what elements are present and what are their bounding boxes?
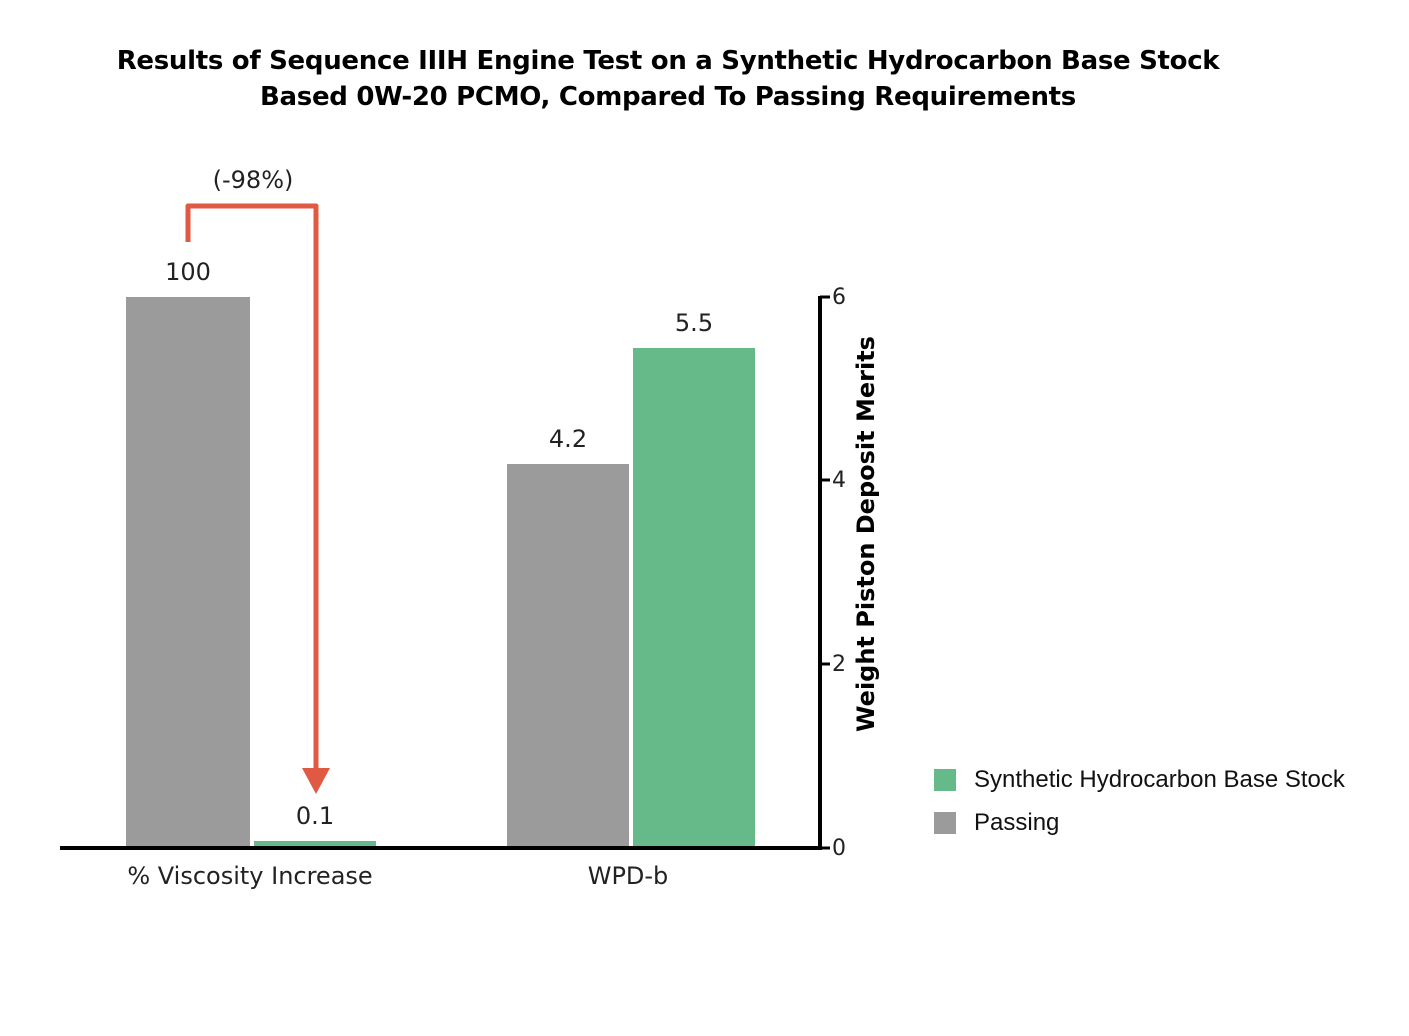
value-label-synthetic-wpd: 5.5 <box>674 309 714 337</box>
chart-title-line-1: Results of Sequence IIIH Engine Test on … <box>116 46 1220 76</box>
annotation-label: (-98%) <box>212 166 294 194</box>
bar-synthetic-viscosity <box>254 841 376 848</box>
bar-synthetic-wpd <box>633 348 755 848</box>
y-tick-0: 0 <box>832 836 846 861</box>
legend-label: Passing <box>974 808 1060 836</box>
legend-item-synthetic: Synthetic Hydrocarbon Base Stock <box>934 758 1345 801</box>
y-tick-6: 6 <box>832 285 846 310</box>
bar-passing-viscosity <box>126 297 250 848</box>
legend-swatch-green <box>934 768 956 791</box>
y-axis-title: Weight Piston Deposit Merits <box>852 336 880 732</box>
value-label-passing-wpd: 4.2 <box>548 425 588 453</box>
arrow-head-icon <box>302 768 330 794</box>
category-label-viscosity: % Viscosity Increase <box>127 862 373 890</box>
value-label-passing-viscosity: 100 <box>165 258 211 286</box>
bar-passing-wpd <box>507 464 629 848</box>
category-label-wpd: WPD-b <box>587 862 669 890</box>
legend: Synthetic Hydrocarbon Base Stock Passing <box>934 758 1345 844</box>
y-tick-4: 4 <box>832 468 846 493</box>
reduction-arrow <box>185 203 319 770</box>
legend-swatch-gray <box>934 811 956 834</box>
legend-label: Synthetic Hydrocarbon Base Stock <box>974 765 1345 793</box>
y-tick-2: 2 <box>832 652 846 677</box>
value-label-synthetic-viscosity: 0.1 <box>295 802 335 830</box>
chart-title-line-2: Based 0W-20 PCMO, Compared To Passing Re… <box>260 82 1076 112</box>
legend-item-passing: Passing <box>934 801 1345 844</box>
